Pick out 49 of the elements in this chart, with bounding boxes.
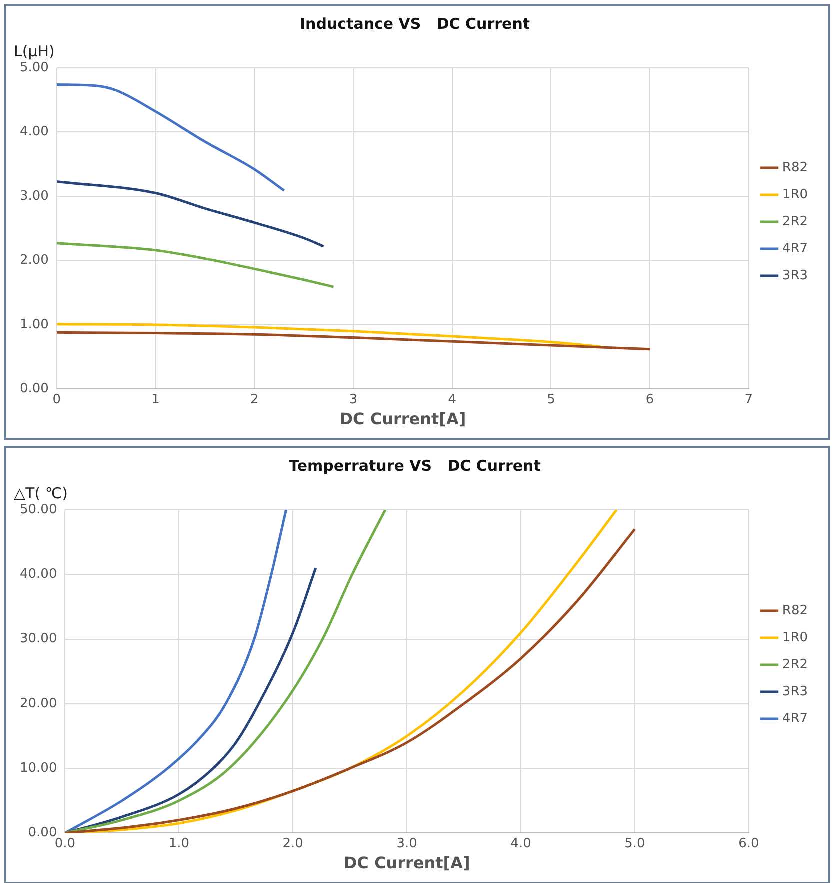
- x-tick-label: 3.0: [396, 836, 418, 852]
- y-tick-label: 5.00: [20, 60, 49, 76]
- line-series: [56, 83, 286, 192]
- x-tick-label: 2.0: [282, 836, 304, 852]
- legend-label: R82: [782, 160, 808, 176]
- legend-label: 4R7: [782, 711, 808, 726]
- y-tick-label: 2.00: [20, 253, 49, 268]
- y-tick-label: 10.00: [20, 760, 58, 776]
- legend-label: 3R3: [782, 268, 808, 284]
- y-tick-label: 40.00: [20, 567, 58, 582]
- legend-label: 4R7: [782, 241, 808, 256]
- x-tick-label: 4: [448, 392, 457, 408]
- legend-label: 1R0: [782, 187, 808, 202]
- x-axis-title: DC Current[A]: [344, 854, 470, 873]
- line-series: [56, 180, 326, 248]
- y-axis-title: L(μH): [14, 42, 55, 60]
- y-tick-label: 4.00: [20, 124, 49, 140]
- x-tick-label: 2: [250, 392, 259, 408]
- y-tick-label: 0.00: [20, 382, 49, 397]
- x-tick-label: 4.0: [510, 836, 532, 852]
- x-tick-label: 6: [646, 392, 654, 408]
- x-tick-label: 0.0: [54, 836, 76, 852]
- x-tick-label: 1: [152, 392, 160, 408]
- x-tick-label: 6.0: [738, 836, 760, 852]
- legend-label: R82: [782, 603, 808, 618]
- x-tick-label: 1.0: [168, 836, 190, 852]
- x-tick-label: 7: [744, 392, 754, 408]
- y-tick-label: 20.00: [20, 696, 58, 712]
- y-axis-title: △T( ℃): [14, 484, 68, 502]
- line-series: [65, 566, 318, 834]
- legend-label: 1R0: [782, 630, 808, 646]
- y-tick-label: 3.00: [20, 188, 49, 204]
- legend-label: 2R2: [782, 214, 808, 230]
- y-tick-label: 50.00: [20, 502, 58, 518]
- y-tick-label: 1.00: [20, 317, 49, 332]
- chart-title: Temperrature VS DC Current: [289, 456, 541, 475]
- legend-label: 3R3: [782, 684, 808, 700]
- x-tick-label: 5: [547, 392, 556, 408]
- x-tick-label: 0: [52, 392, 62, 408]
- chart-title: Inductance VS DC Current: [300, 14, 530, 33]
- line-series: [56, 331, 652, 351]
- y-tick-label: 30.00: [20, 632, 58, 647]
- y-tick-label: 0.00: [28, 826, 58, 841]
- line-series: [56, 323, 602, 348]
- legend-label: 2R2: [782, 657, 808, 672]
- x-axis-title: DC Current[A]: [340, 410, 466, 429]
- line-series: [56, 242, 335, 288]
- x-tick-label: 5.0: [624, 836, 646, 852]
- x-tick-label: 3: [349, 392, 358, 408]
